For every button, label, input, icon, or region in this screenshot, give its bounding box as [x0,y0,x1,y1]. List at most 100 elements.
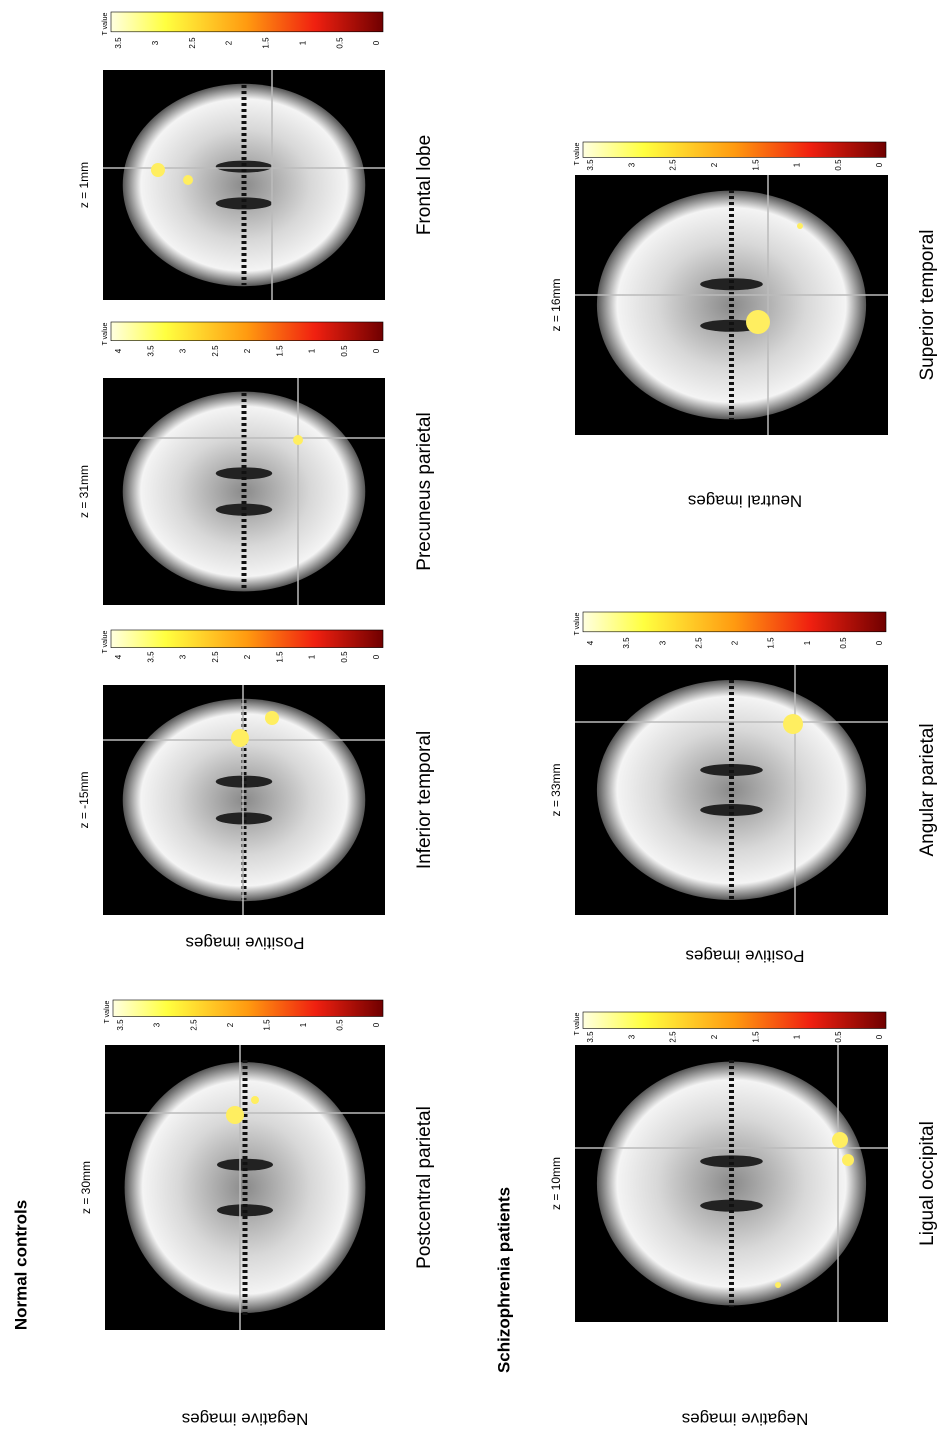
ventricle [700,1155,763,1168]
region-label: Frontal lobe [414,135,435,235]
group-title: Normal controls [11,1200,30,1330]
colorbar-tick: 1.5 [275,651,284,663]
row-label: Positive images [185,934,304,953]
colorbar-tick: 4 [586,640,595,645]
activation [265,711,279,725]
colorbar-tick: 1.5 [262,37,271,49]
slice-label: z = 33mm [549,763,563,816]
colorbar-tick: 1 [803,640,812,645]
colorbar-tick: 1 [299,1022,308,1027]
activation [783,714,803,734]
colorbar-tick: 3 [627,1034,636,1039]
activation [746,310,770,334]
colorbar-tick: 2 [710,162,719,167]
colorbar [110,321,384,342]
activation [226,1106,244,1124]
slice-label: z = -15mm [77,771,91,828]
activation [842,1154,854,1166]
colorbar-title: T value [574,1012,581,1035]
slice-label: z = 1mm [77,162,91,208]
colorbar-tick: 2 [226,1022,235,1027]
colorbar-tick: 0 [875,162,884,167]
activation [797,223,803,229]
colorbar-tick: 2.5 [211,651,220,663]
colorbar [110,11,384,33]
colorbar-tick: 2 [243,348,252,353]
slice-label: z = 30mm [79,1161,93,1214]
brain [122,698,366,902]
colorbar-tick: 4 [114,654,123,659]
colorbar-tick: 2.5 [211,345,220,357]
colorbar-tick: 1.5 [751,159,760,171]
colorbar-title: T value [102,630,109,653]
colorbar-tick: 3 [179,654,188,659]
region-label: Superior temporal [917,229,938,380]
brain [596,1061,867,1306]
colorbar [110,629,384,648]
ventricle [215,160,273,173]
colorbar-tick: 1 [308,348,317,353]
colorbar-tick: 0.5 [834,159,843,171]
ventricle [215,812,273,825]
colorbar-tick: 0.5 [340,345,349,357]
colorbar-tick: 1 [793,162,802,167]
colorbar-tick: 1.5 [767,637,776,649]
region-label: Precuneus parietal [414,412,435,570]
colorbar-title: T value [574,142,581,165]
activation [151,163,165,177]
activation [293,435,303,445]
ventricle [215,197,273,210]
colorbar-tick: 3 [179,348,188,353]
colorbar-tick: 0.5 [839,637,848,649]
colorbar-tick: 2.5 [189,1019,198,1031]
colorbar-tick: 3.5 [146,651,155,663]
colorbar-tick: 2 [710,1034,719,1039]
colorbar-tick: 3 [658,640,667,645]
ventricle [700,804,763,816]
colorbar-tick: 2 [225,40,234,45]
colorbar-tick: 3.5 [586,1031,595,1043]
colorbar-tick: 0.5 [336,1019,345,1031]
colorbar [112,999,384,1017]
colorbar-tick: 1.5 [262,1019,271,1031]
region-label: Ligual occipital [917,1121,938,1246]
colorbar-tick: 1 [298,40,307,45]
colorbar-tick: 1.5 [275,345,284,357]
colorbar [582,1011,887,1029]
colorbar-tick: 2 [243,654,252,659]
colorbar-tick: 3.5 [116,1019,125,1031]
activation [183,175,193,185]
activation [231,729,249,747]
colorbar-tick: 3.5 [114,37,123,49]
colorbar-tick: 3.5 [622,637,631,649]
colorbar-tick: 1 [793,1034,802,1039]
colorbar-tick: 0 [875,640,884,645]
row-label: Neutral images [688,492,802,511]
activation [251,1096,259,1104]
row-label: Negative images [682,1410,809,1429]
region-label: Angular parietal [917,723,938,856]
colorbar-tick: 3.5 [146,345,155,357]
colorbar-tick: 0.5 [340,651,349,663]
colorbar-tick: 4 [114,348,123,353]
group-title: Schizophrenia patients [494,1187,513,1373]
region-label: Inferior temporal [414,731,435,869]
region-label: Postcentral parietal [414,1106,435,1269]
colorbar-tick: 3.5 [586,159,595,171]
colorbar-tick: 1 [308,654,317,659]
colorbar-tick: 0 [875,1034,884,1039]
colorbar-tick: 0 [372,1022,381,1027]
colorbar-tick: 3 [153,1022,162,1027]
colorbar-tick: 0.5 [834,1031,843,1043]
colorbar [582,611,887,633]
colorbar-tick: 0 [372,40,381,45]
colorbar-title: T value [104,1000,111,1023]
brain [122,83,366,287]
row-label: Negative images [182,1410,309,1429]
colorbar-tick: 3 [151,40,160,45]
colorbar-tick: 2.5 [669,1031,678,1043]
colorbar-title: T value [574,612,581,635]
colorbar-tick: 0.5 [335,37,344,49]
slice-label: z = 10mm [549,1157,563,1210]
